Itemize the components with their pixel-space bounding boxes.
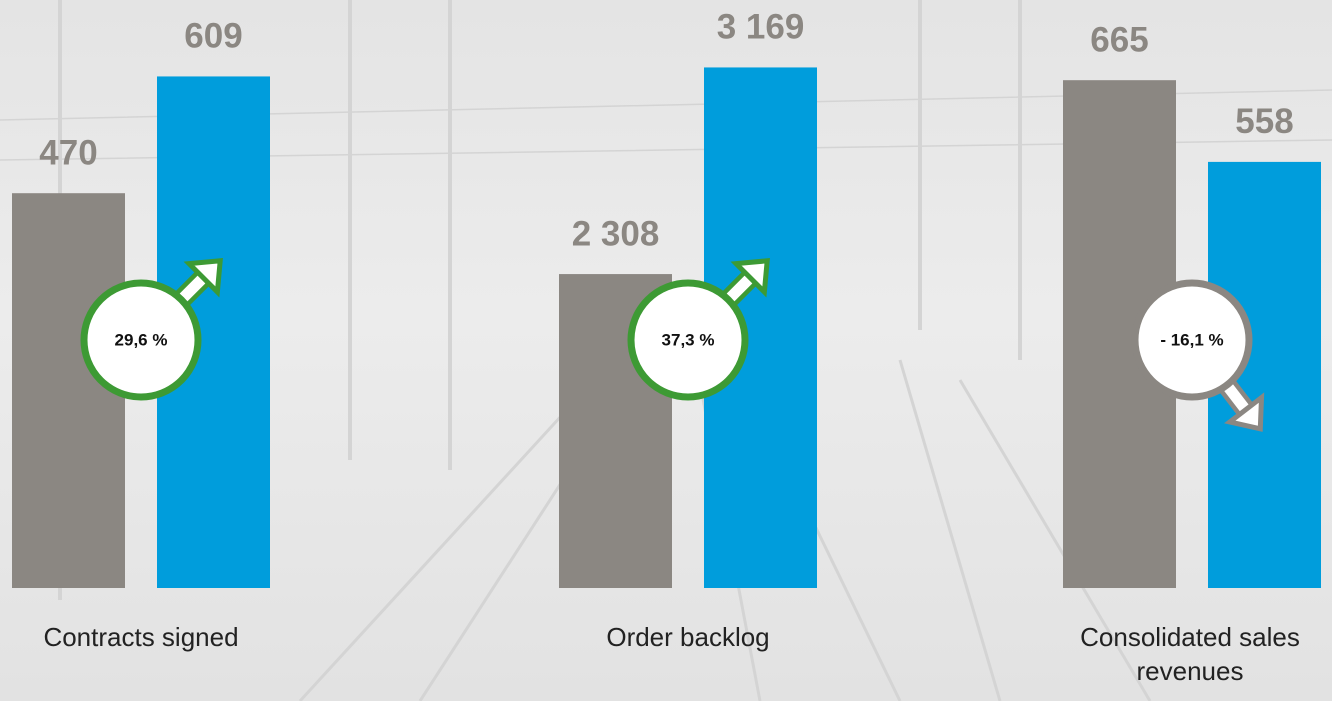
- chart: 470 609 29,6 % 2 308 3 169 37,3 % 665 558 - 16,1…: [0, 0, 1332, 701]
- chart-title: Order backlog: [548, 620, 828, 654]
- value-label: 470: [39, 133, 97, 172]
- change-label: 29,6 %: [115, 330, 168, 349]
- value-label: 558: [1235, 102, 1293, 141]
- change-label: - 16,1 %: [1160, 330, 1223, 349]
- page: 470 609 29,6 % 2 308 3 169 37,3 % 665 558 - 16,1…: [0, 0, 1332, 701]
- value-label: 3 169: [717, 8, 805, 47]
- change-label: 37,3 %: [662, 330, 715, 349]
- chart-title: Consolidated sales revenues: [1050, 620, 1330, 688]
- value-label: 609: [184, 17, 242, 56]
- value-label: 665: [1090, 20, 1148, 59]
- value-label: 2 308: [572, 214, 660, 253]
- chart-title: Contracts signed: [1, 620, 281, 654]
